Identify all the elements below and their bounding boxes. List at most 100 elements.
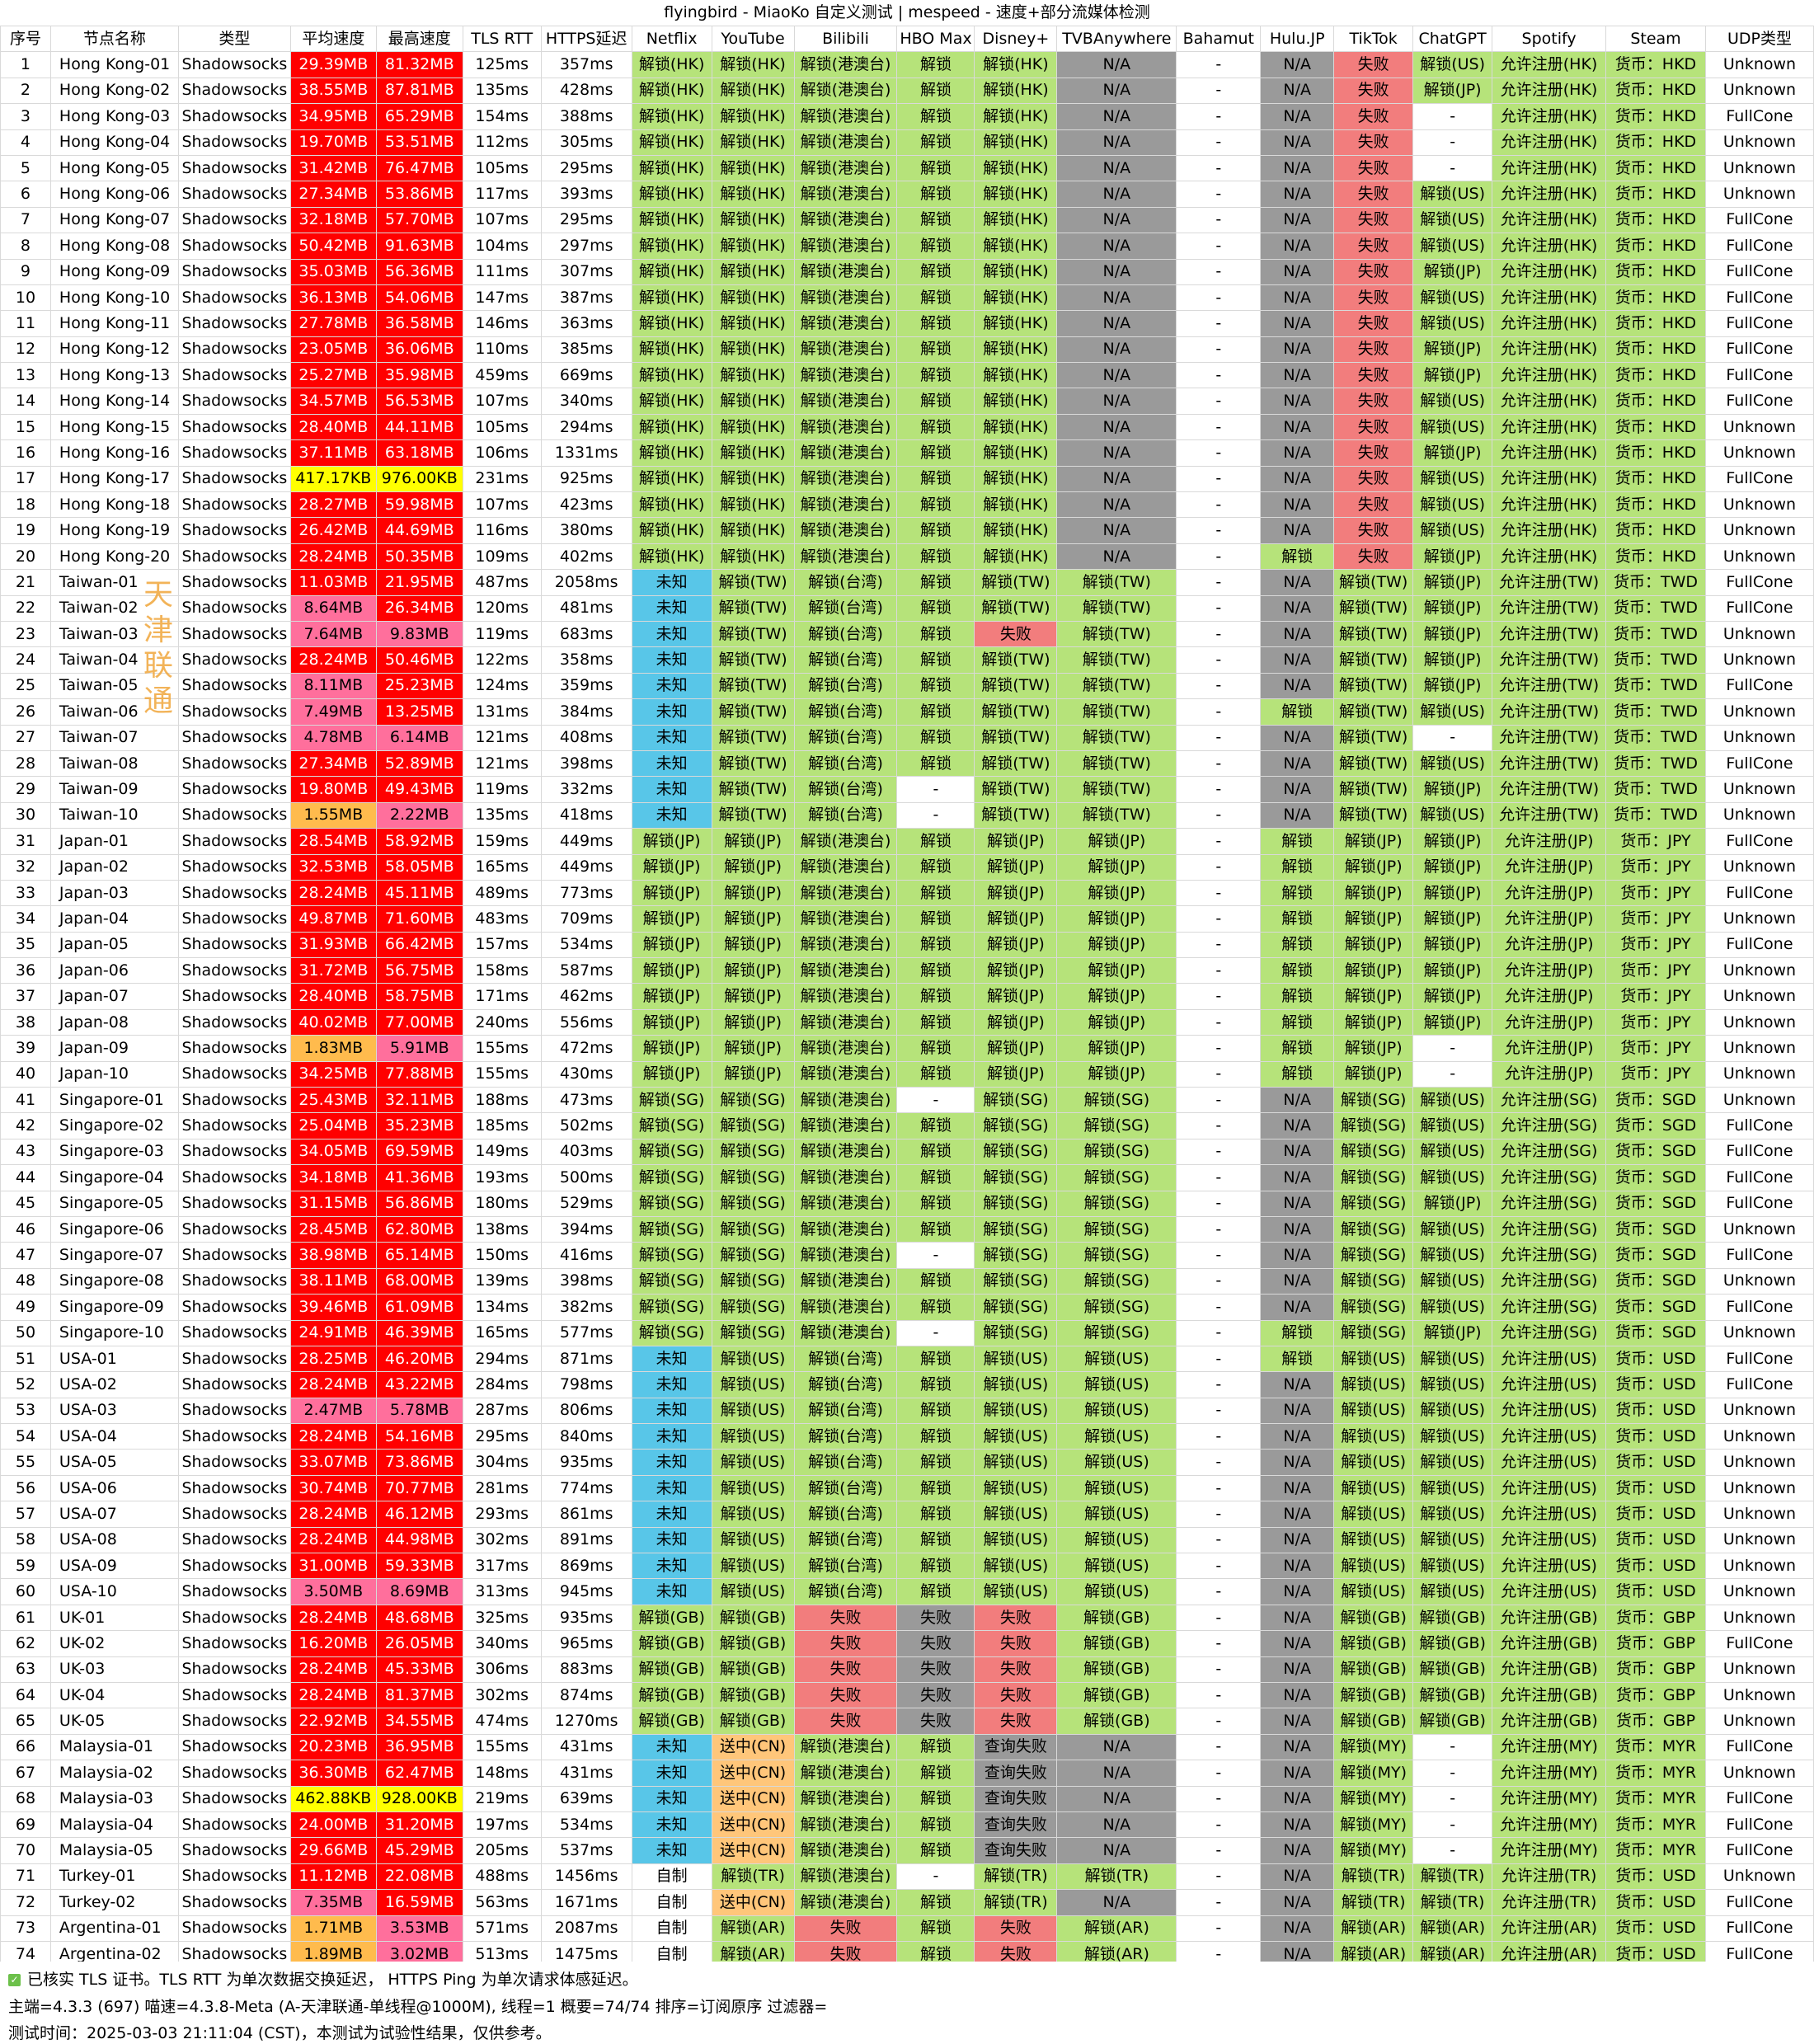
cell-hbo-max: 解锁 — [896, 491, 975, 519]
cell-hbo-max: 解锁 — [896, 77, 975, 105]
cell-avg-speed: 36.13MB — [289, 284, 377, 312]
cell-bahamut: - — [1176, 310, 1262, 337]
cell-youtube: 解锁(HK) — [711, 413, 795, 441]
cell-index: 62 — [0, 1630, 51, 1657]
table-row: 38 Japan-08 Shadowsocks 40.02MB 77.00MB 240ms… — [0, 1008, 1814, 1036]
cell-steam: 货币：HKD — [1605, 413, 1706, 441]
cell-avg-speed: 28.24MB — [289, 1501, 377, 1528]
cell-disney: 解锁(SG) — [974, 1164, 1058, 1191]
cell-tvbanywhere: N/A — [1056, 491, 1177, 519]
cell-chatgpt: 解锁(US) — [1412, 1501, 1493, 1528]
cell-bilibili: 解锁(港澳台) — [793, 284, 898, 312]
cell-hulu-jp: N/A — [1260, 1190, 1335, 1217]
cell-tvbanywhere: 解锁(TR) — [1056, 1863, 1177, 1891]
cell-hulu-jp: N/A — [1260, 284, 1335, 312]
cell-hbo-max: 解锁 — [896, 1294, 975, 1321]
cell-node-name: USA-07 — [49, 1501, 179, 1528]
cell-tiktok: 解锁(TW) — [1333, 776, 1414, 803]
cell-index: 21 — [0, 569, 51, 596]
cell-tls-rtt: 155ms — [462, 1733, 542, 1761]
cell-netflix: 解锁(GB) — [631, 1681, 712, 1709]
cell-tvbanywhere: 解锁(JP) — [1056, 1035, 1177, 1062]
cell-avg-speed: 28.24MB — [289, 1526, 377, 1554]
cell-index: 59 — [0, 1553, 51, 1580]
cell-max-speed: 8.69MB — [375, 1578, 463, 1605]
cell-bilibili: 解锁(港澳台) — [793, 51, 898, 78]
cell-bilibili: 解锁(港澳台) — [793, 258, 898, 285]
cell-hulu-jp: N/A — [1260, 1215, 1335, 1243]
cell-tvbanywhere: 解锁(US) — [1056, 1501, 1177, 1528]
table-row: 61 UK-01 Shadowsocks 28.24MB 48.68MB 325ms 935… — [0, 1604, 1814, 1632]
cell-youtube: 解锁(HK) — [711, 362, 795, 389]
cell-bilibili: 解锁(港澳台) — [793, 154, 898, 182]
cell-max-speed: 76.47MB — [375, 154, 463, 182]
cell-bilibili: 解锁(港澳台) — [793, 1811, 898, 1839]
cell-avg-speed: 24.00MB — [289, 1811, 377, 1839]
cell-node-type: Shadowsocks — [177, 284, 291, 312]
cell-spotify: 允许注册(TW) — [1492, 698, 1607, 726]
cell-netflix: 解锁(GB) — [631, 1630, 712, 1657]
cell-steam: 货币：HKD — [1605, 543, 1706, 571]
cell-hulu-jp: N/A — [1260, 1423, 1335, 1450]
cell-chatgpt: 解锁(US) — [1412, 491, 1493, 519]
cell-bilibili: 解锁(港澳台) — [793, 1008, 898, 1036]
cell-index: 69 — [0, 1811, 51, 1839]
cell-hulu-jp: N/A — [1260, 491, 1335, 519]
column-header-youtube: YouTube — [711, 25, 795, 53]
cell-https-latency: 359ms — [540, 672, 632, 700]
cell-hbo-max: 解锁 — [896, 1889, 975, 1916]
cell-index: 11 — [0, 310, 51, 337]
cell-tvbanywhere: 解锁(US) — [1056, 1578, 1177, 1605]
cell-max-speed: 928.00KB — [375, 1785, 463, 1812]
table-row: 72 Turkey-02 Shadowsocks 7.35MB 16.59MB 563ms… — [0, 1889, 1814, 1916]
cell-chatgpt: 解锁(AR) — [1412, 1915, 1493, 1942]
cell-hulu-jp: N/A — [1260, 413, 1335, 441]
cell-chatgpt: 解锁(US) — [1412, 51, 1493, 78]
cell-node-name: Taiwan-01 — [49, 569, 179, 596]
cell-tiktok: 解锁(TW) — [1333, 594, 1414, 622]
cell-tiktok: 解锁(TW) — [1333, 801, 1414, 829]
cell-steam: 货币：GBP — [1605, 1604, 1706, 1632]
cell-hbo-max: 解锁 — [896, 1474, 975, 1502]
cell-node-type: Shadowsocks — [177, 1474, 291, 1502]
cell-https-latency: 669ms — [540, 362, 632, 389]
cell-max-speed: 45.33MB — [375, 1656, 463, 1684]
cell-hbo-max: 解锁 — [896, 853, 975, 881]
cell-tls-rtt: 474ms — [462, 1708, 542, 1735]
cell-https-latency: 473ms — [540, 1087, 632, 1114]
cell-youtube: 解锁(US) — [711, 1345, 795, 1373]
cell-index: 14 — [0, 388, 51, 415]
cell-index: 12 — [0, 336, 51, 364]
cell-avg-speed: 1.83MB — [289, 1035, 377, 1062]
cell-bilibili: 解锁(港澳台) — [793, 439, 898, 467]
cell-disney: 解锁(SG) — [974, 1087, 1058, 1114]
cell-max-speed: 22.08MB — [375, 1863, 463, 1891]
cell-bilibili: 解锁(台湾) — [793, 776, 898, 803]
cell-node-type: Shadowsocks — [177, 1553, 291, 1580]
cell-index: 22 — [0, 594, 51, 622]
cell-node-type: Shadowsocks — [177, 853, 291, 881]
cell-avg-speed: 20.23MB — [289, 1733, 377, 1761]
cell-udp-type: Unknown — [1704, 1267, 1814, 1295]
cell-youtube: 解锁(HK) — [711, 491, 795, 519]
cell-hulu-jp: 解锁 — [1260, 698, 1335, 726]
table-row: 15 Hong Kong-15 Shadowsocks 28.40MB 44.11MB 1… — [0, 413, 1814, 441]
cell-tvbanywhere: 解锁(SG) — [1056, 1215, 1177, 1243]
cell-spotify: 允许注册(HK) — [1492, 154, 1607, 182]
cell-node-name: Taiwan-06 — [49, 698, 179, 726]
cell-udp-type: Unknown — [1704, 1035, 1814, 1062]
cell-steam: 货币：HKD — [1605, 233, 1706, 260]
cell-index: 20 — [0, 543, 51, 571]
cell-node-name: Hong Kong-20 — [49, 543, 179, 571]
cell-steam: 货币：USD — [1605, 1345, 1706, 1373]
cell-hbo-max: - — [896, 1863, 975, 1891]
cell-bahamut: - — [1176, 1060, 1262, 1088]
cell-spotify: 允许注册(GB) — [1492, 1656, 1607, 1684]
cell-bahamut: - — [1176, 1294, 1262, 1321]
cell-steam: 货币：GBP — [1605, 1630, 1706, 1657]
cell-chatgpt: 解锁(JP) — [1412, 879, 1493, 907]
cell-hulu-jp: N/A — [1260, 439, 1335, 467]
table-row: 53 USA-03 Shadowsocks 2.47MB 5.78MB 287ms 806m… — [0, 1397, 1814, 1425]
cell-max-speed: 31.20MB — [375, 1811, 463, 1839]
cell-tvbanywhere: N/A — [1056, 206, 1177, 234]
